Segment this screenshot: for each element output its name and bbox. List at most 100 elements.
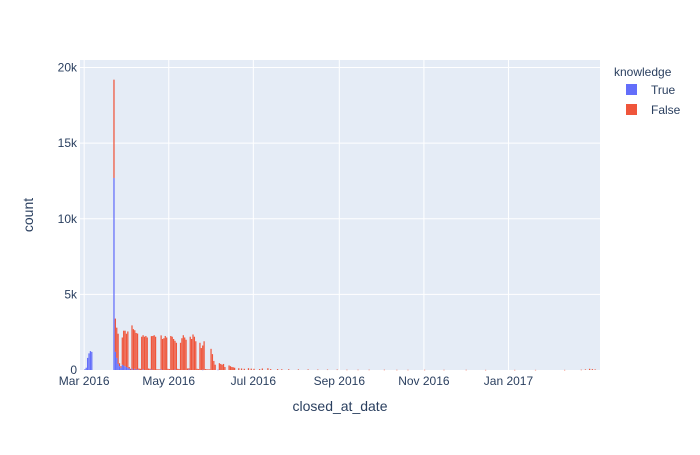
bar-false[interactable] bbox=[118, 363, 121, 367]
bar-true[interactable] bbox=[117, 363, 119, 370]
bar-false[interactable] bbox=[233, 367, 236, 370]
bar-false[interactable] bbox=[588, 368, 591, 370]
bar-false[interactable] bbox=[113, 79, 115, 178]
bar-false[interactable] bbox=[160, 335, 162, 370]
bar-false[interactable] bbox=[210, 348, 212, 370]
bar-false[interactable] bbox=[281, 369, 283, 370]
bar-false[interactable] bbox=[534, 369, 537, 371]
bar-false[interactable] bbox=[228, 365, 230, 370]
bar-false[interactable] bbox=[383, 369, 385, 371]
bar-false[interactable] bbox=[159, 369, 161, 370]
bar-true[interactable] bbox=[113, 177, 115, 370]
bar-false[interactable] bbox=[209, 369, 211, 370]
bar-false[interactable] bbox=[213, 360, 215, 370]
bar-true[interactable] bbox=[134, 368, 136, 370]
bar-false[interactable] bbox=[276, 369, 279, 370]
bar-false[interactable] bbox=[185, 339, 187, 370]
bar-false[interactable] bbox=[148, 368, 150, 370]
bar-false[interactable] bbox=[178, 369, 180, 370]
bar-false[interactable] bbox=[154, 336, 157, 370]
bar-true[interactable] bbox=[116, 357, 118, 370]
bar-false[interactable] bbox=[117, 333, 119, 364]
bar-false[interactable] bbox=[177, 368, 179, 370]
bar-false[interactable] bbox=[131, 325, 133, 369]
bar-false[interactable] bbox=[253, 368, 255, 370]
bar-false[interactable] bbox=[584, 369, 587, 370]
bar-false[interactable] bbox=[407, 369, 409, 371]
bar-false[interactable] bbox=[564, 369, 566, 371]
bar-false[interactable] bbox=[127, 331, 129, 368]
bar-false[interactable] bbox=[591, 369, 593, 370]
bar-false[interactable] bbox=[204, 369, 207, 370]
bar-false[interactable] bbox=[220, 363, 222, 370]
bar-true[interactable] bbox=[131, 368, 133, 370]
bar-false[interactable] bbox=[465, 369, 467, 371]
bar-false[interactable] bbox=[172, 339, 175, 370]
bar-false[interactable] bbox=[141, 336, 143, 370]
bar-false[interactable] bbox=[181, 338, 183, 370]
bar-false[interactable] bbox=[193, 336, 196, 370]
bar-false[interactable] bbox=[121, 337, 123, 365]
bar-false[interactable] bbox=[136, 333, 139, 370]
bar-false[interactable] bbox=[580, 369, 582, 371]
bar-false[interactable] bbox=[168, 369, 171, 370]
bar-false[interactable] bbox=[182, 335, 184, 370]
bar-false[interactable] bbox=[186, 368, 189, 370]
bar-false[interactable] bbox=[129, 368, 132, 370]
bar-false[interactable] bbox=[206, 369, 208, 370]
bar-true[interactable] bbox=[142, 369, 144, 370]
bar-false[interactable] bbox=[207, 369, 209, 370]
bar-false[interactable] bbox=[443, 369, 445, 371]
bar-false[interactable] bbox=[134, 330, 136, 369]
bar-false[interactable] bbox=[238, 368, 240, 370]
bar-true[interactable] bbox=[85, 367, 87, 370]
bar-true[interactable] bbox=[114, 351, 116, 370]
bar-false[interactable] bbox=[297, 369, 300, 370]
bar-false[interactable] bbox=[594, 369, 596, 370]
bar-false[interactable] bbox=[192, 334, 194, 370]
bar-false[interactable] bbox=[145, 335, 147, 370]
bar-false[interactable] bbox=[150, 336, 153, 370]
bar-false[interactable] bbox=[191, 339, 193, 370]
bar-true[interactable] bbox=[160, 369, 162, 370]
bar-false[interactable] bbox=[152, 335, 154, 370]
bar-false[interactable] bbox=[195, 341, 197, 370]
bar-false[interactable] bbox=[247, 368, 250, 370]
bar-false[interactable] bbox=[128, 366, 130, 369]
bar-false[interactable] bbox=[164, 335, 166, 370]
bar-true[interactable] bbox=[128, 368, 130, 370]
bar-false[interactable] bbox=[203, 341, 205, 370]
bar-false[interactable] bbox=[261, 368, 263, 370]
bar-true[interactable] bbox=[89, 351, 92, 370]
bar-false[interactable] bbox=[146, 337, 148, 370]
bar-false[interactable] bbox=[317, 369, 319, 371]
bar-false[interactable] bbox=[211, 354, 214, 370]
bar-false[interactable] bbox=[357, 369, 359, 371]
bar-false[interactable] bbox=[199, 342, 201, 370]
bar-false[interactable] bbox=[326, 369, 329, 371]
bar-false[interactable] bbox=[243, 368, 245, 370]
bar-false[interactable] bbox=[114, 318, 116, 352]
bar-false[interactable] bbox=[484, 369, 487, 371]
bar-false[interactable] bbox=[170, 335, 172, 370]
bar-false[interactable] bbox=[167, 368, 169, 370]
bar-false[interactable] bbox=[222, 363, 225, 370]
bar-true[interactable] bbox=[136, 369, 139, 370]
bar-false[interactable] bbox=[132, 329, 135, 370]
bar-false[interactable] bbox=[258, 369, 261, 370]
bar-false[interactable] bbox=[423, 369, 426, 371]
bar-false[interactable] bbox=[124, 330, 126, 367]
bar-false[interactable] bbox=[346, 369, 348, 371]
bar-false[interactable] bbox=[175, 342, 177, 370]
bar-true[interactable] bbox=[88, 353, 90, 370]
bar-false[interactable] bbox=[138, 368, 140, 370]
bar-true[interactable] bbox=[127, 367, 129, 370]
bar-true[interactable] bbox=[188, 369, 190, 371]
bar-false[interactable] bbox=[143, 336, 146, 370]
bar-false[interactable] bbox=[202, 345, 204, 370]
bar-false[interactable] bbox=[123, 330, 125, 366]
bar-false[interactable] bbox=[161, 339, 164, 370]
bar-false[interactable] bbox=[270, 369, 272, 370]
bar-false[interactable] bbox=[166, 337, 168, 370]
bar-false[interactable] bbox=[188, 368, 190, 370]
